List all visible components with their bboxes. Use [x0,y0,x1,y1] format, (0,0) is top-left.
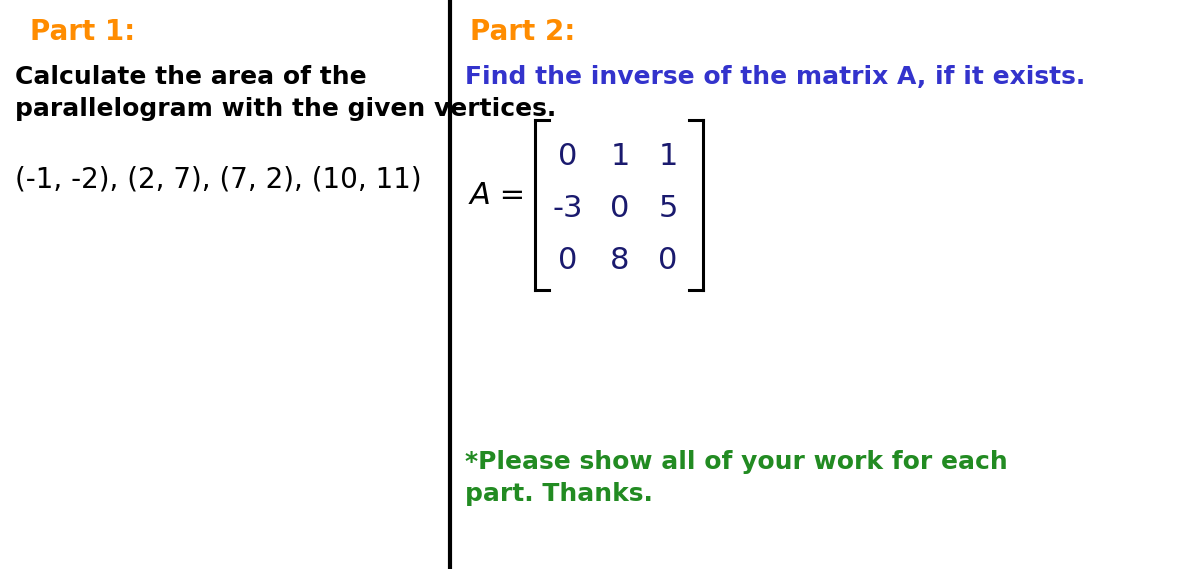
Text: Calculate the area of the
parallelogram with the given vertices.: Calculate the area of the parallelogram … [14,65,557,121]
Text: *Please show all of your work for each
part. Thanks.: *Please show all of your work for each p… [466,450,1008,506]
Text: 8: 8 [611,245,630,274]
Text: -3: -3 [553,193,583,222]
Text: 1: 1 [611,142,630,171]
Text: 0: 0 [611,193,630,222]
Text: 0: 0 [558,245,577,274]
Text: 1: 1 [659,142,678,171]
Text: 0: 0 [558,142,577,171]
Text: 0: 0 [659,245,678,274]
Text: 5: 5 [659,193,678,222]
Text: (-1, -2), (2, 7), (7, 2), (10, 11): (-1, -2), (2, 7), (7, 2), (10, 11) [14,165,421,193]
Text: Find the inverse of the matrix A, if it exists.: Find the inverse of the matrix A, if it … [466,65,1085,89]
Text: Part 2:: Part 2: [470,18,575,46]
Text: A =: A = [470,180,526,209]
Text: Part 1:: Part 1: [30,18,136,46]
